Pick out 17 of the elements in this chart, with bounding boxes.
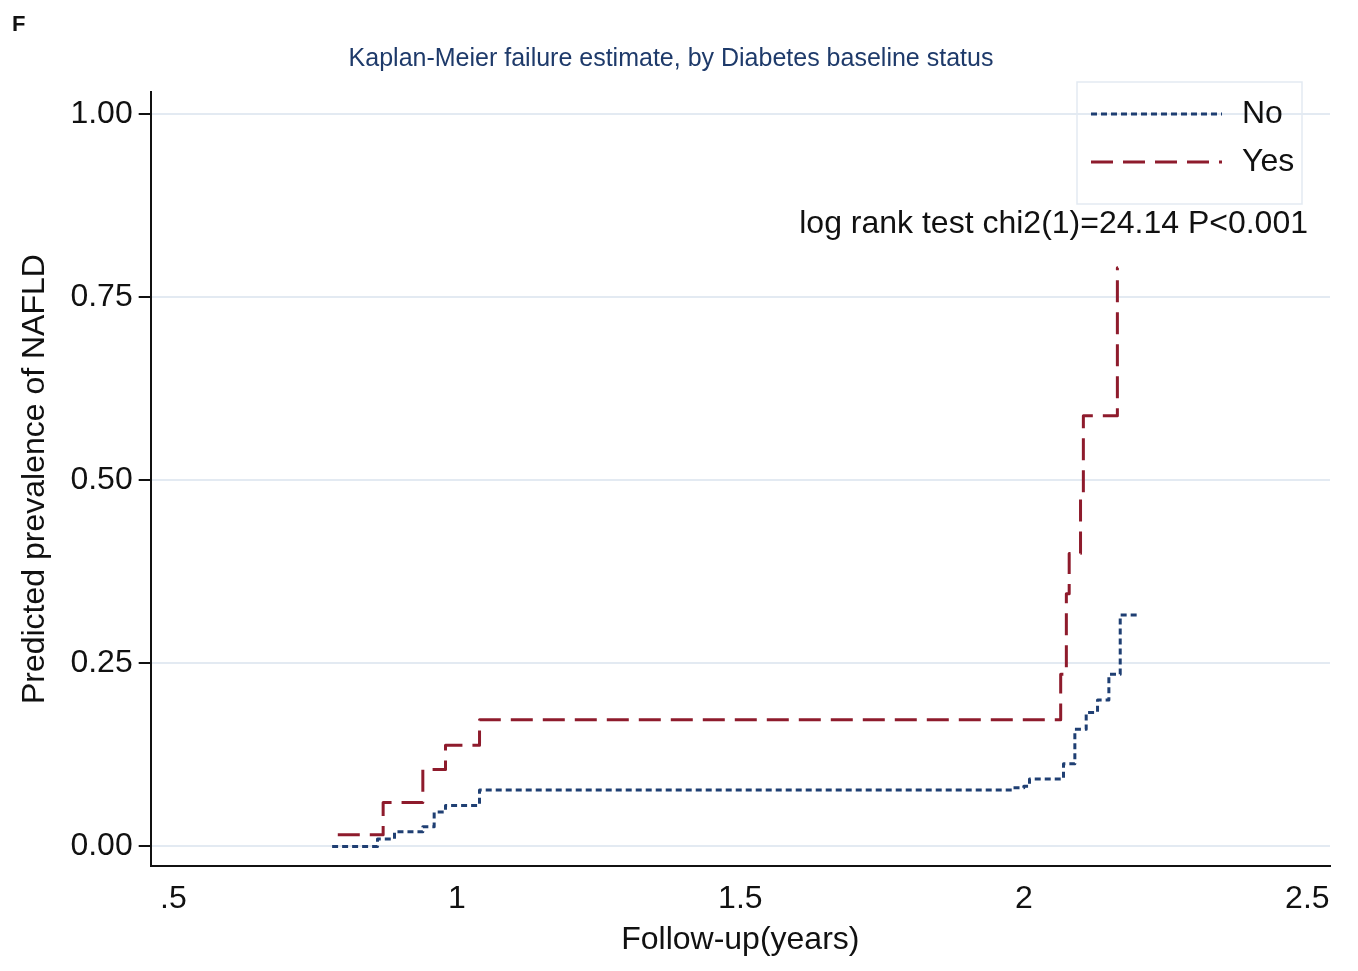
y-tick-label: 0.75	[70, 276, 133, 313]
x-tick-label: 2	[1014, 879, 1033, 916]
y-tick-label: 1.00	[70, 93, 133, 130]
legend-label: No	[1242, 93, 1283, 130]
x-tick-label: 1.5	[718, 879, 763, 916]
y-tick-label: 0.00	[70, 826, 133, 863]
x-tick-label: 1	[447, 879, 466, 916]
x-tick-label: .5	[160, 879, 187, 916]
x-axis-title: Follow-up(years)	[621, 919, 860, 956]
legend-label: Yes	[1242, 141, 1295, 178]
chart-title: Kaplan-Meier failure estimate, by Diabetes baseline status	[348, 42, 994, 71]
text: F	[12, 11, 26, 37]
y-tick-label: 0.50	[70, 460, 133, 497]
y-tick-label: 0.25	[70, 643, 133, 680]
annotation: log rank test chi2(1)=24.14 P<0.001	[799, 203, 1308, 240]
y-axis-title: Predicted prevalence of NAFLD	[15, 254, 52, 705]
x-tick-label: 2.5	[1285, 879, 1330, 916]
